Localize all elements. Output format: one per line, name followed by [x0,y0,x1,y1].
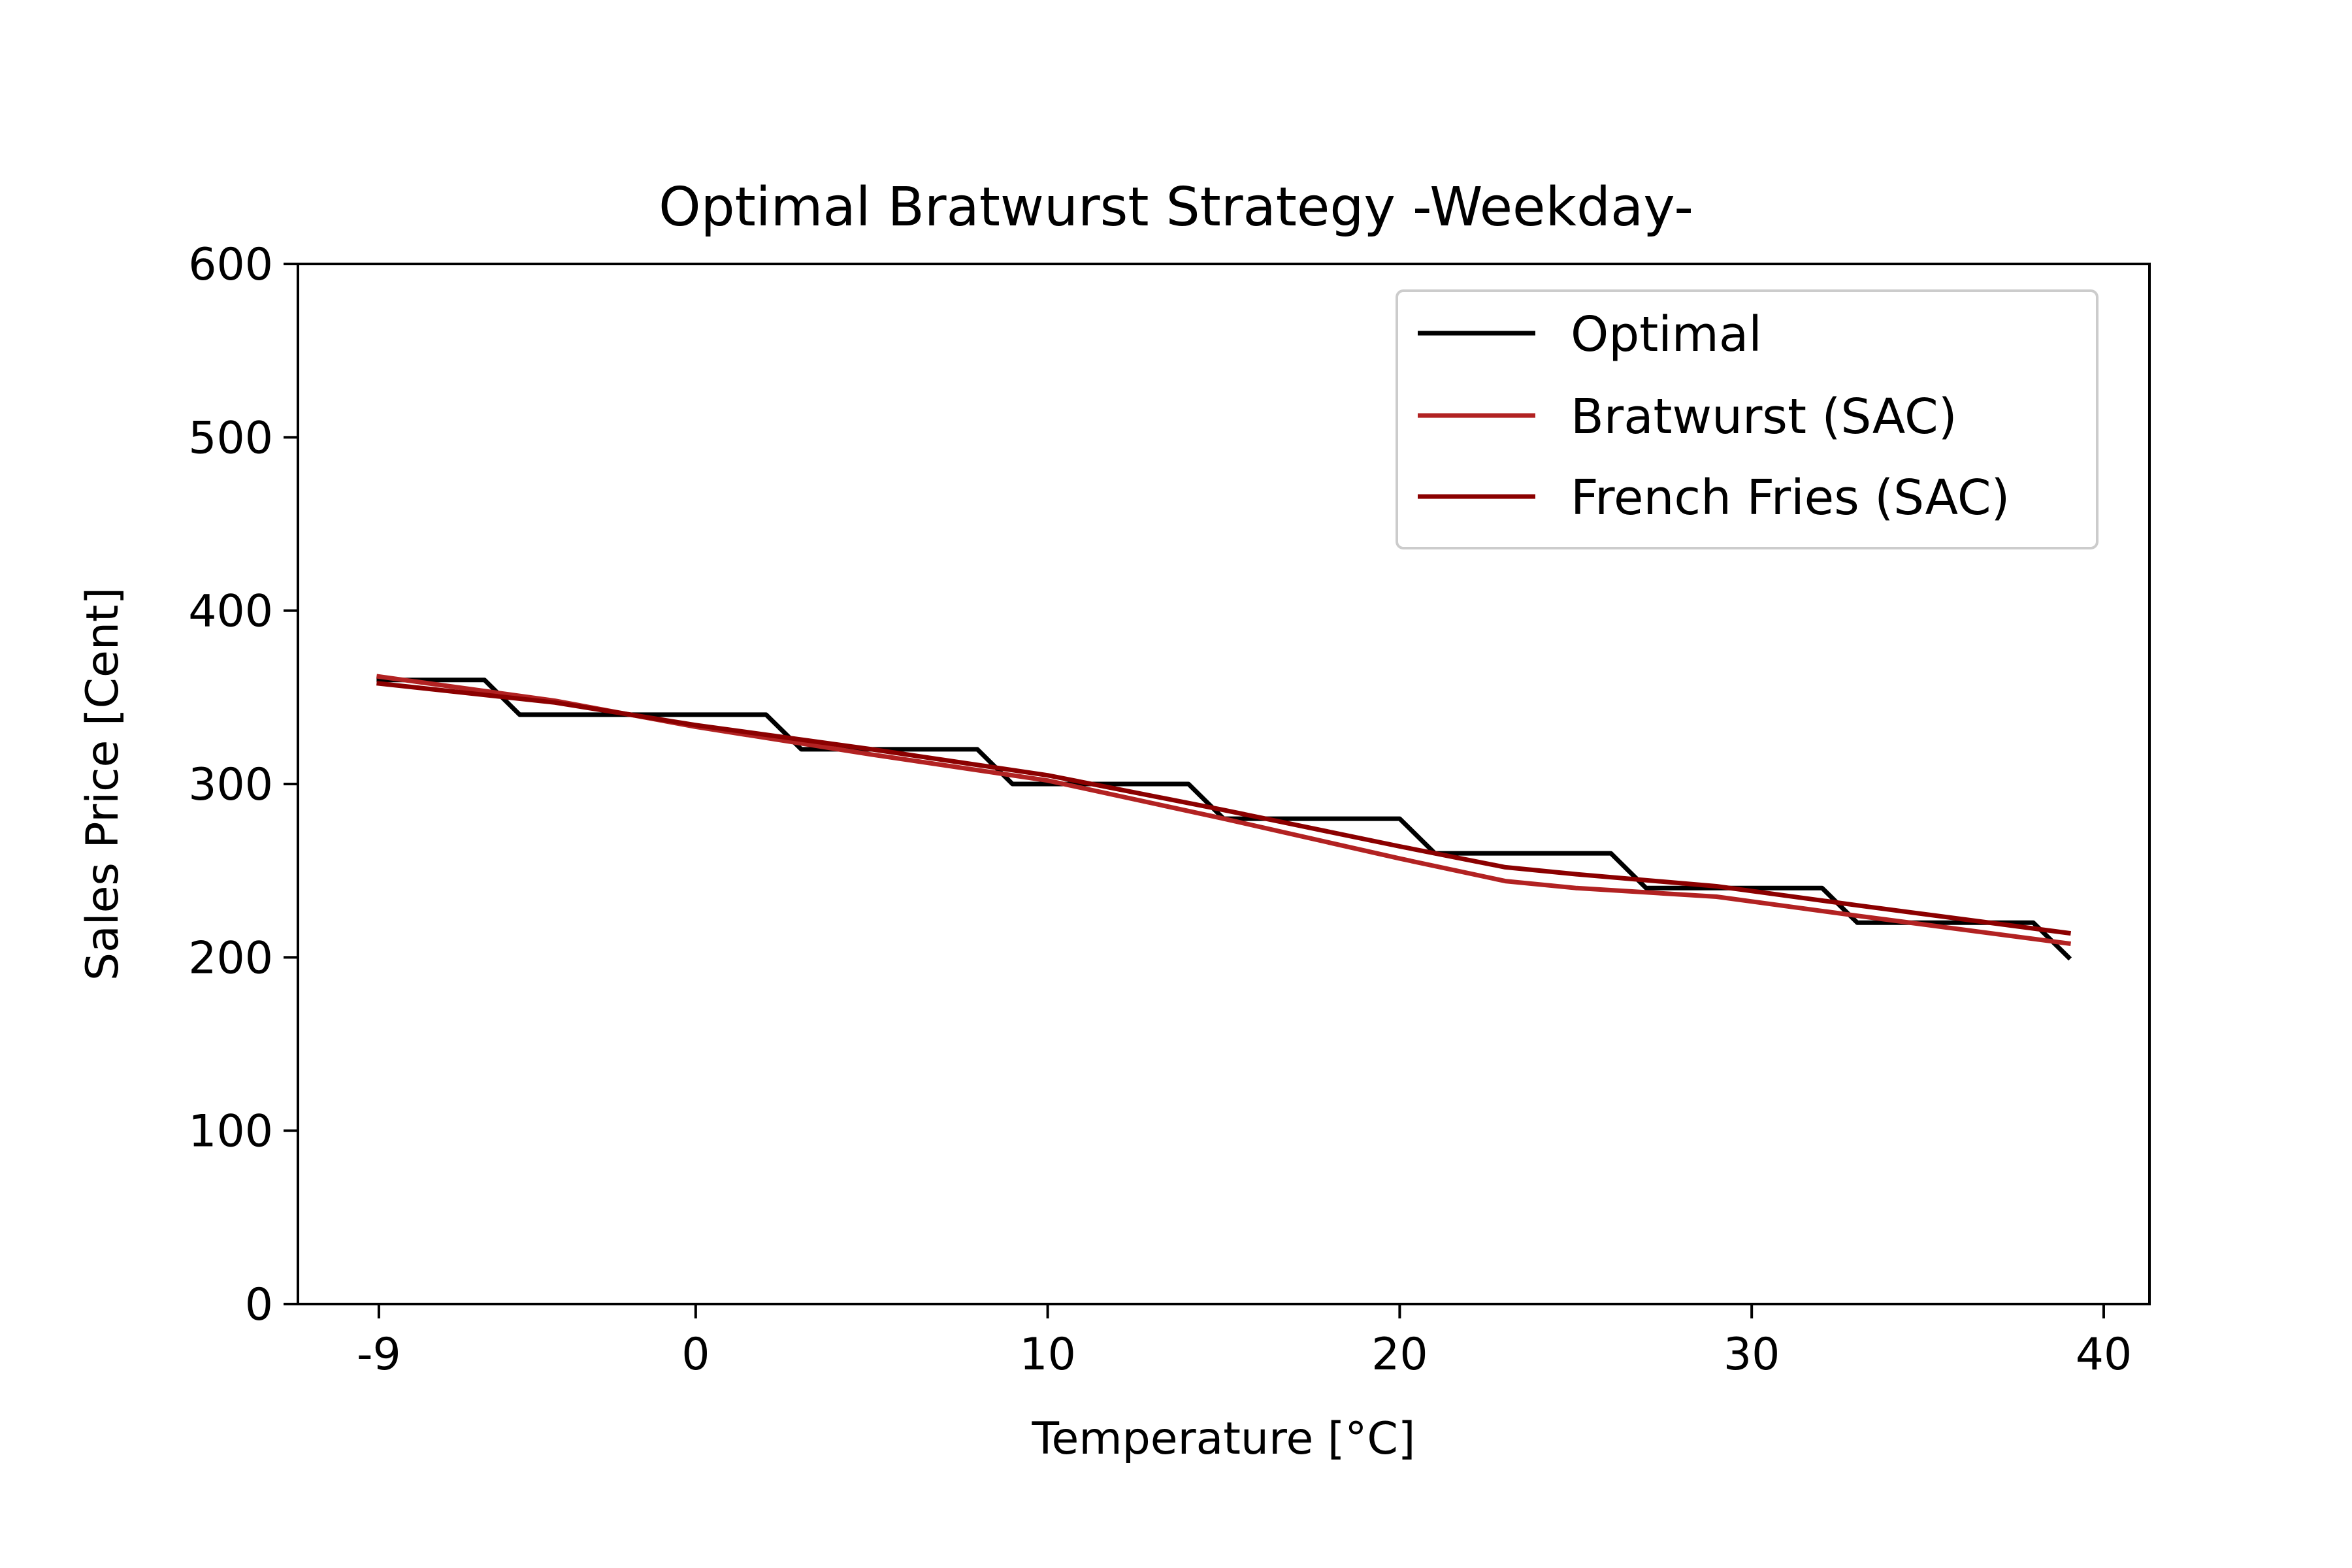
plot-area [376,674,2072,961]
y-tick-label: 200 [188,932,273,984]
y-tick-label: 600 [188,239,273,291]
y-axis: 0 100 200 300 400 500 600 [188,239,298,1331]
legend: Optimal Bratwurst (SAC) French Fries (SA… [1396,289,2099,549]
x-tick-label: -9 [357,1329,401,1380]
y-tick-label: 100 [188,1106,273,1158]
y-tick-label: 500 [188,412,273,464]
x-tick-label: 30 [1723,1329,1780,1380]
y-tick-label: 0 [245,1279,273,1331]
y-tick-label: 400 [188,586,273,638]
chart-title: Optimal Bratwurst Strategy -Weekday- [659,176,1693,238]
legend-box [1396,289,2099,549]
legend-label-optimal: Optimal [1571,306,1762,363]
y-axis-label: Sales Price [Cent] [77,587,129,981]
series-line-french-fries [376,681,2072,936]
x-tick-label: 20 [1371,1329,1428,1380]
legend-label-bratwurst: Bratwurst (SAC) [1571,389,1957,445]
series-line-optimal [376,678,2072,961]
x-axis: -9 0 10 20 30 40 [357,1304,2132,1380]
y-tick-label: 300 [188,759,273,811]
x-tick-label: 10 [1019,1329,1076,1380]
x-axis-label: Temperature [°C] [1032,1413,1416,1465]
x-tick-label: 40 [2076,1329,2132,1380]
x-tick-label: 0 [681,1329,710,1380]
legend-label-french-fries: French Fries (SAC) [1571,470,2010,526]
